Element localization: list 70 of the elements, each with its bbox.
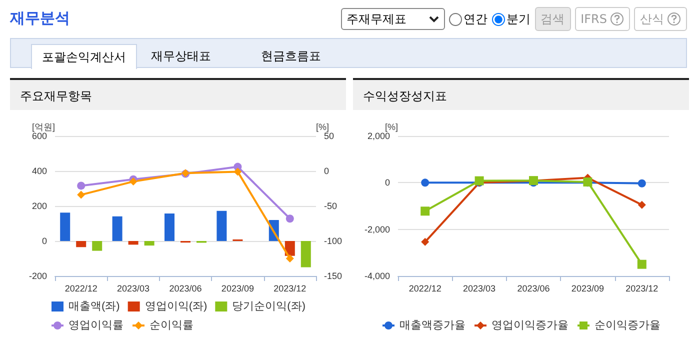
y-axis-title: [억원] bbox=[32, 122, 55, 132]
point bbox=[129, 178, 138, 186]
legend-label: 영업이익증가율 bbox=[492, 320, 568, 332]
y-tick-label: 400 bbox=[32, 166, 47, 176]
x-tick-label: 2023/03 bbox=[463, 284, 496, 294]
text: 주재무제표 bbox=[346, 10, 407, 28]
y-tick-label: -200 bbox=[28, 271, 47, 281]
point bbox=[638, 200, 646, 209]
point bbox=[638, 179, 646, 188]
text: 현금흐름표 bbox=[260, 48, 322, 65]
legend-label: 매출액증가율 bbox=[400, 320, 466, 332]
y-tick-label: 2,000 bbox=[367, 131, 390, 141]
chart-title: 주요재무항목 bbox=[10, 78, 346, 110]
x-tick-label: 2023/06 bbox=[517, 284, 550, 294]
bar bbox=[164, 214, 174, 241]
point bbox=[474, 176, 484, 186]
bar bbox=[128, 241, 138, 245]
x-tick-label: 2023/09 bbox=[571, 284, 604, 294]
y2-tick-label: 50 bbox=[324, 131, 334, 141]
chart-title: 수익성장성지표 bbox=[353, 78, 689, 110]
x-tick-label: 2023/12 bbox=[274, 284, 306, 294]
legend-label: 순이익증가율 bbox=[594, 320, 660, 332]
x-tick-label: 2023/03 bbox=[117, 284, 150, 294]
point bbox=[77, 182, 86, 190]
bar bbox=[112, 216, 122, 241]
legend-label: 영업이익률 bbox=[68, 320, 124, 332]
bar bbox=[216, 210, 227, 241]
text: 포괄손익계산서 bbox=[31, 44, 137, 69]
y2-tick-label: 0 bbox=[324, 166, 330, 176]
y2-tick-label: -50 bbox=[324, 201, 338, 211]
text: 재무상태표 bbox=[150, 48, 212, 65]
text: 재무분석 bbox=[10, 9, 70, 28]
bar bbox=[284, 241, 295, 256]
bar bbox=[76, 241, 86, 248]
y-tick-label: 200 bbox=[32, 201, 47, 211]
y-tick-label: 600 bbox=[32, 131, 47, 141]
bar bbox=[300, 241, 311, 268]
x-tick-label: 2023/06 bbox=[169, 284, 202, 294]
text: 산식 bbox=[634, 7, 687, 31]
text: 검색 bbox=[534, 7, 571, 31]
y-tick-label: 0 bbox=[42, 236, 47, 246]
legend-label: 영업이익(좌) bbox=[144, 300, 208, 312]
text: 연간 bbox=[462, 10, 488, 28]
y2-tick-label: -150 bbox=[324, 271, 342, 281]
bar bbox=[60, 212, 70, 241]
bar bbox=[92, 241, 102, 251]
x-tick-label: 2022/12 bbox=[408, 284, 442, 294]
y-tick-label: 0 bbox=[384, 178, 390, 188]
legend-label: 순이익률 bbox=[150, 320, 194, 332]
point bbox=[421, 238, 430, 246]
y-tick-label: -2,000 bbox=[364, 224, 390, 234]
y-tick-label: -4,000 bbox=[364, 271, 390, 281]
y-axis-title: [%] bbox=[384, 122, 398, 132]
legend-label: 당기순이익(좌) bbox=[232, 300, 306, 312]
point bbox=[420, 206, 430, 216]
point bbox=[286, 254, 294, 262]
point bbox=[77, 190, 86, 199]
x-tick-label: 2023/09 bbox=[221, 284, 254, 294]
x-tick-label: 2022/12 bbox=[64, 284, 98, 294]
point bbox=[637, 260, 646, 269]
text: 분기 bbox=[506, 10, 531, 28]
text: IFRS bbox=[574, 7, 630, 31]
x-tick-label: 2023/12 bbox=[626, 284, 658, 294]
point bbox=[234, 168, 242, 176]
y2-axis-title: [%] bbox=[316, 122, 330, 132]
legend-label: 매출액(좌) bbox=[68, 300, 120, 312]
bar bbox=[144, 241, 154, 246]
point bbox=[421, 178, 430, 187]
point bbox=[286, 214, 294, 223]
y2-tick-label: -100 bbox=[324, 236, 342, 246]
